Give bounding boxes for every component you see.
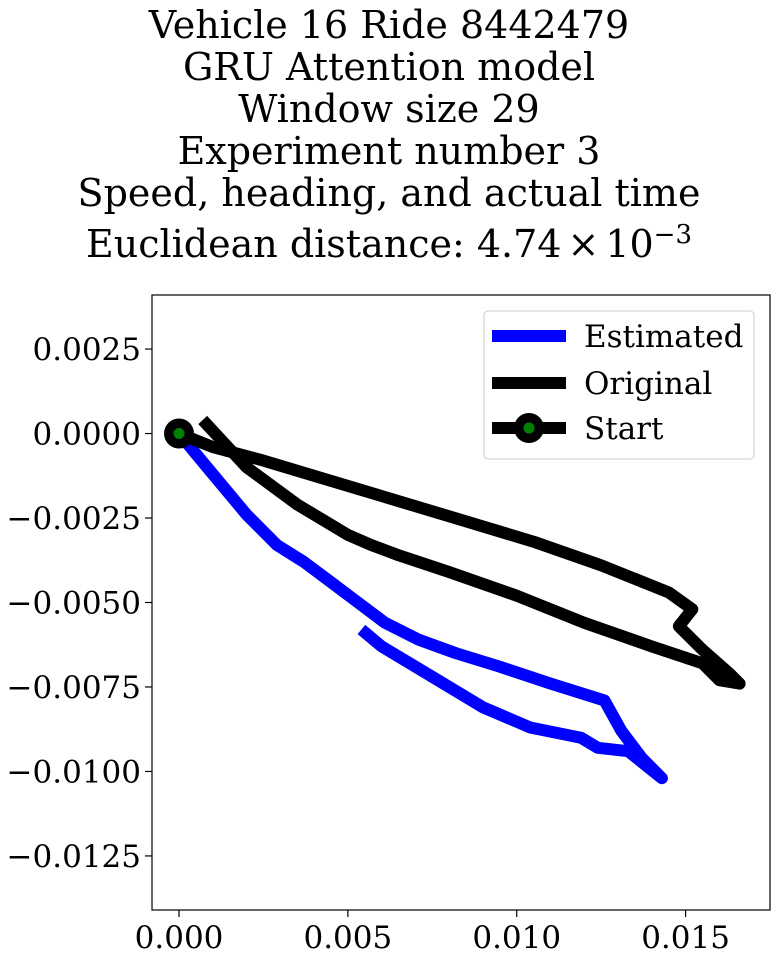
y-axis: 0.0025 0.0000 −0.0025 −0.0050 −0.0075 −0.0100…: [7, 332, 152, 875]
series-layer: [164, 415, 746, 785]
title-distance-exponent: −3: [653, 220, 692, 250]
x-tick-label: 0.000: [135, 920, 224, 956]
title-line-2: GRU Attention model: [182, 45, 596, 89]
title-line-4: Experiment number 3: [177, 129, 601, 173]
y-tick-label: 0.0025: [33, 332, 141, 368]
title-line-6: Euclidean distance: 4.74 × 10−3: [0, 214, 778, 265]
title-distance-times: ×: [567, 222, 600, 266]
title-distance-prefix: Euclidean distance:: [86, 222, 477, 266]
legend-label-estimated: Estimated: [584, 319, 743, 355]
x-tick-label: 0.010: [472, 920, 561, 956]
title-distance-mantissa: 4.74: [476, 222, 562, 266]
y-tick-label: −0.0025: [7, 501, 141, 537]
title-distance-base: 10: [605, 222, 654, 266]
x-tick-label: 0.005: [303, 920, 392, 956]
title-line-1: Vehicle 16 Ride 8442479: [148, 3, 630, 47]
title-line-3: Window size 29: [238, 87, 540, 131]
start-marker-dot: [173, 428, 185, 440]
legend-swatch-start-dot: [523, 422, 535, 434]
legend: Estimated Original Start: [483, 310, 755, 460]
series-line-estimated: [174, 429, 668, 785]
y-tick-label: 0.0000: [33, 417, 141, 453]
legend-label-original: Original: [584, 366, 712, 402]
x-tick-label: 0.015: [641, 920, 730, 956]
legend-label-start: Start: [584, 411, 664, 447]
y-tick-label: −0.0075: [7, 670, 141, 706]
y-tick-label: −0.0125: [7, 839, 141, 875]
y-tick-label: −0.0100: [7, 754, 141, 790]
title-line-5: Speed, heading, and actual time: [77, 171, 701, 215]
y-tick-label: −0.0050: [7, 586, 141, 622]
series-line-original: [176, 415, 746, 690]
x-axis: 0.000 0.005 0.010 0.015: [135, 910, 730, 956]
